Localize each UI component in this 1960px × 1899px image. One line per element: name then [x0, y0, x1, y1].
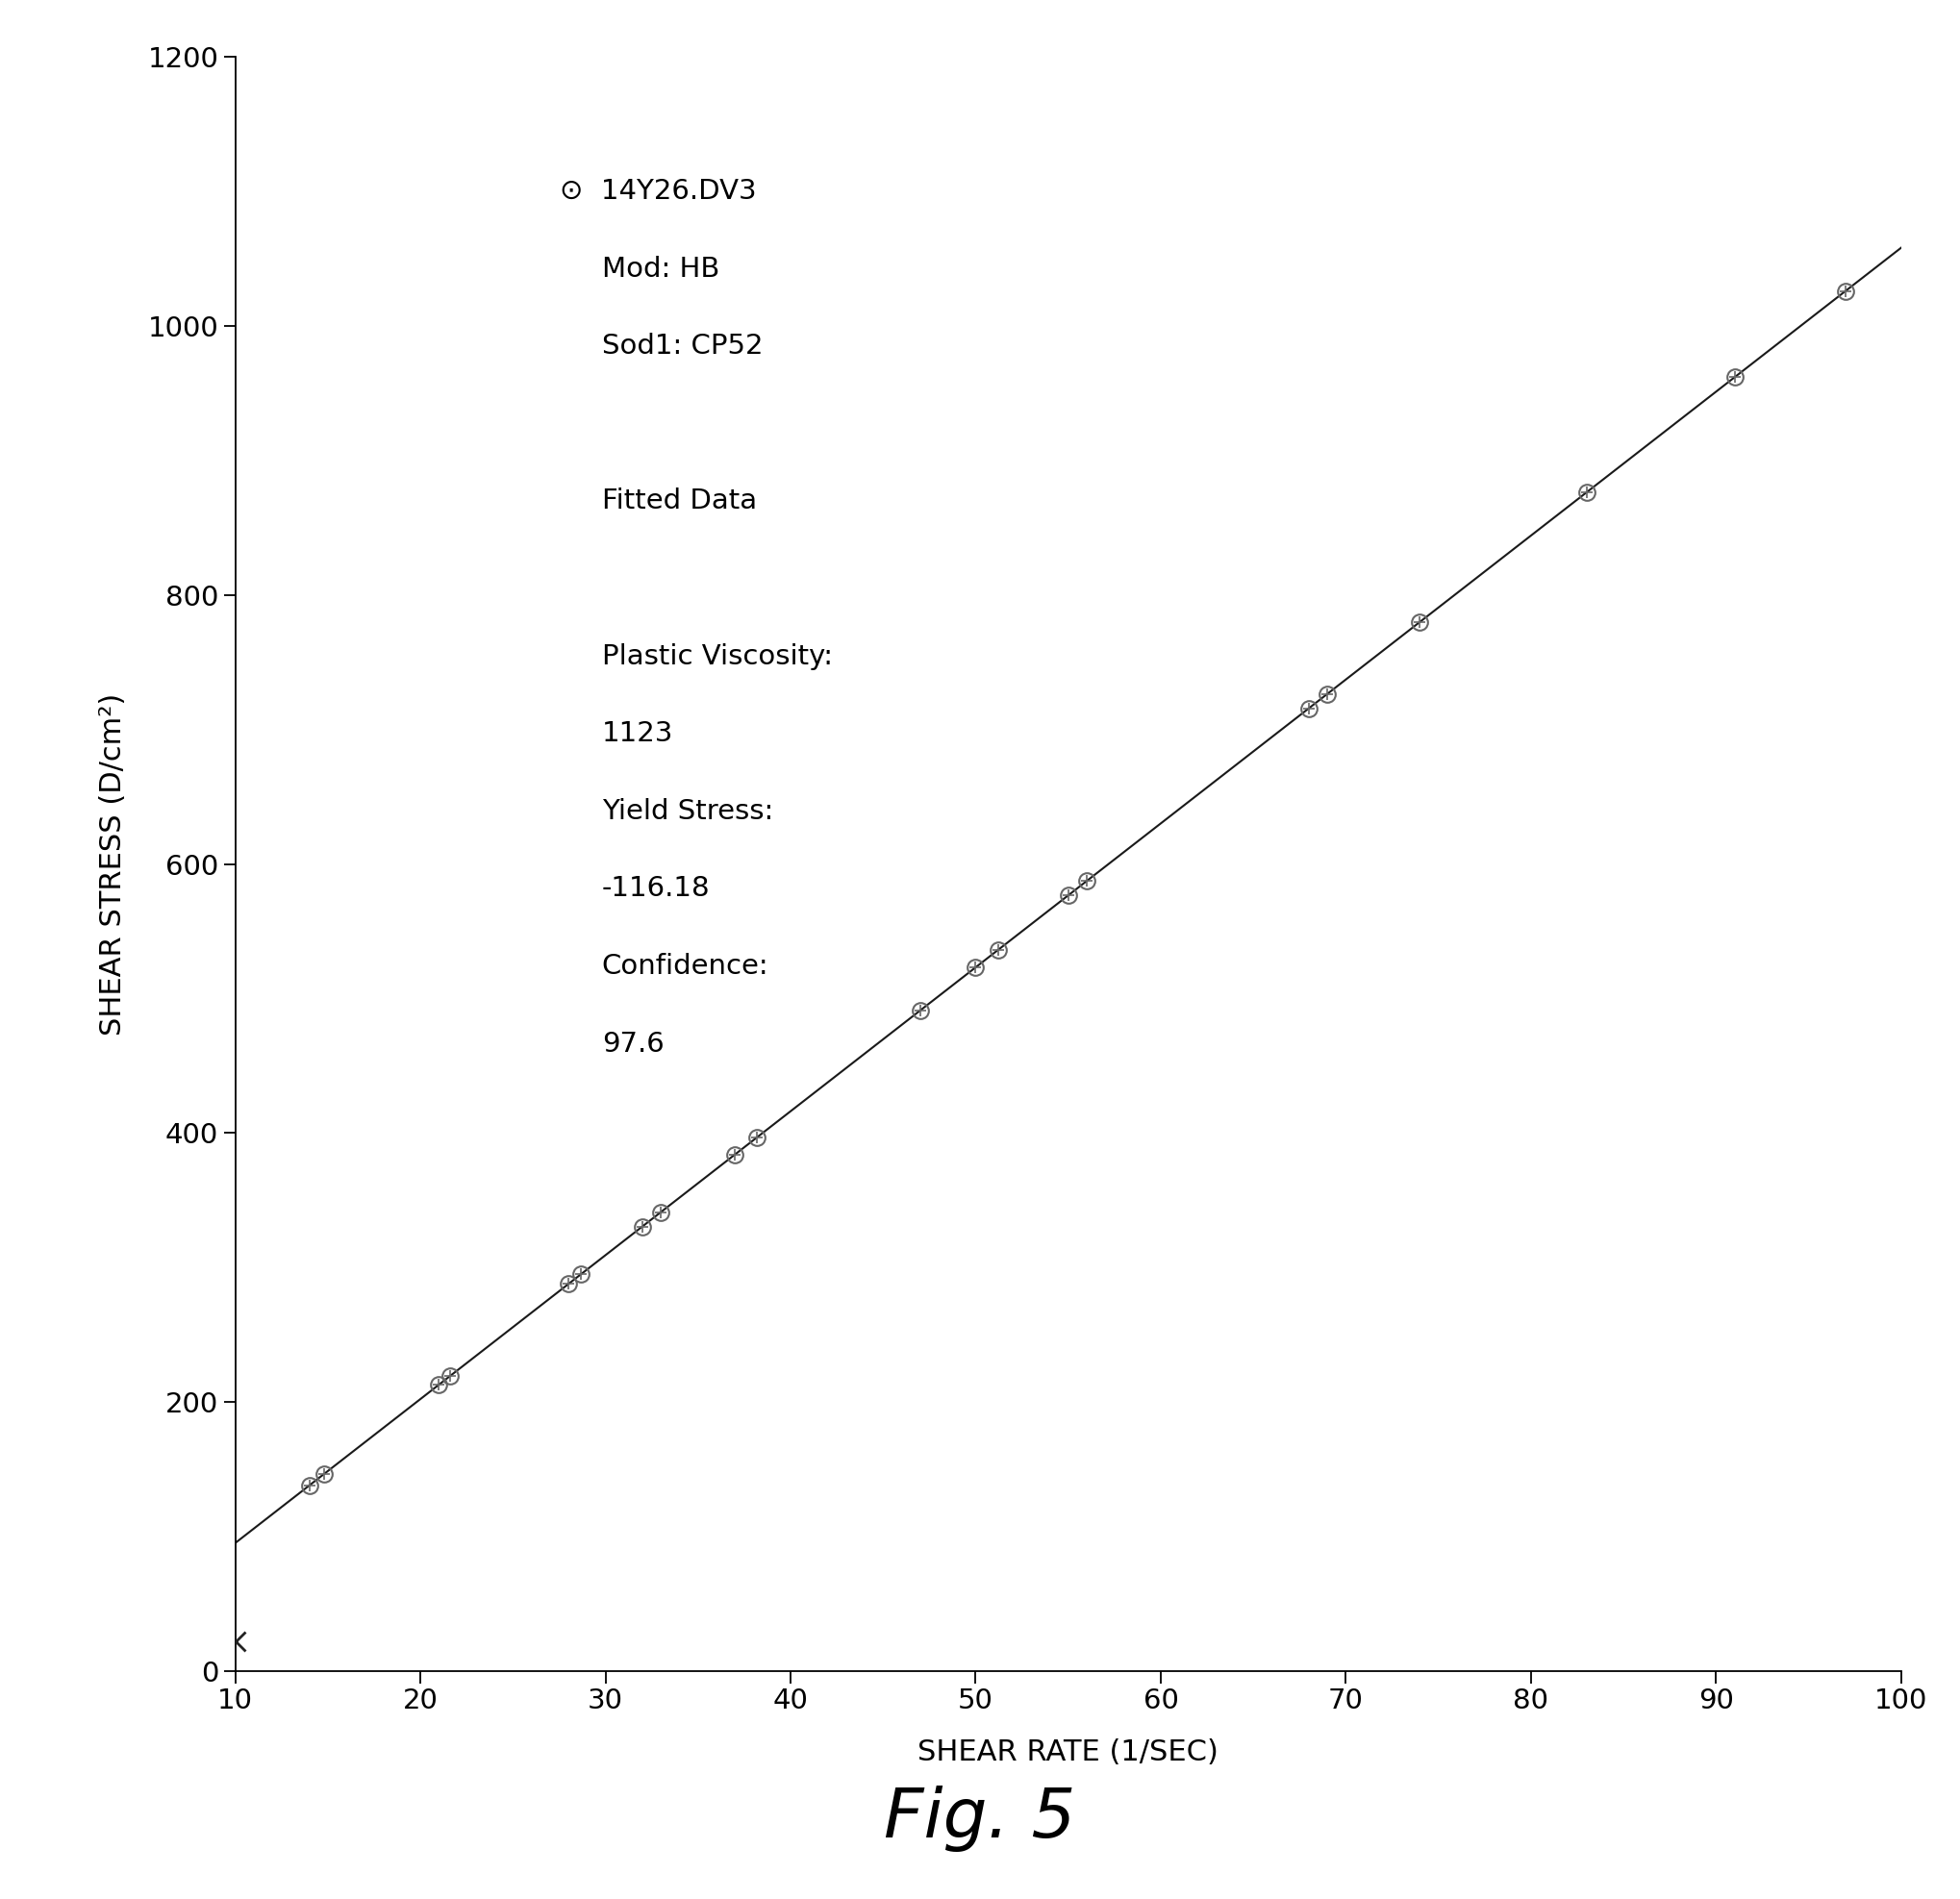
Text: Mod: HB: Mod: HB	[602, 256, 719, 283]
Text: Plastic Viscosity:: Plastic Viscosity:	[602, 644, 833, 670]
Text: ⊙  14Y26.DV3: ⊙ 14Y26.DV3	[561, 179, 757, 205]
X-axis label: SHEAR RATE (1/SEC): SHEAR RATE (1/SEC)	[917, 1739, 1219, 1766]
Text: 97.6: 97.6	[602, 1031, 664, 1058]
Y-axis label: SHEAR STRESS (D/cm²): SHEAR STRESS (D/cm²)	[100, 693, 127, 1035]
Text: Fig. 5: Fig. 5	[884, 1785, 1076, 1852]
Text: -116.18: -116.18	[602, 875, 710, 902]
Text: Fitted Data: Fitted Data	[602, 488, 757, 515]
Text: Sod1: CP52: Sod1: CP52	[602, 332, 762, 361]
Text: 1123: 1123	[602, 720, 672, 748]
Text: Confidence:: Confidence:	[602, 953, 768, 980]
Text: Yield Stress:: Yield Stress:	[602, 798, 772, 824]
